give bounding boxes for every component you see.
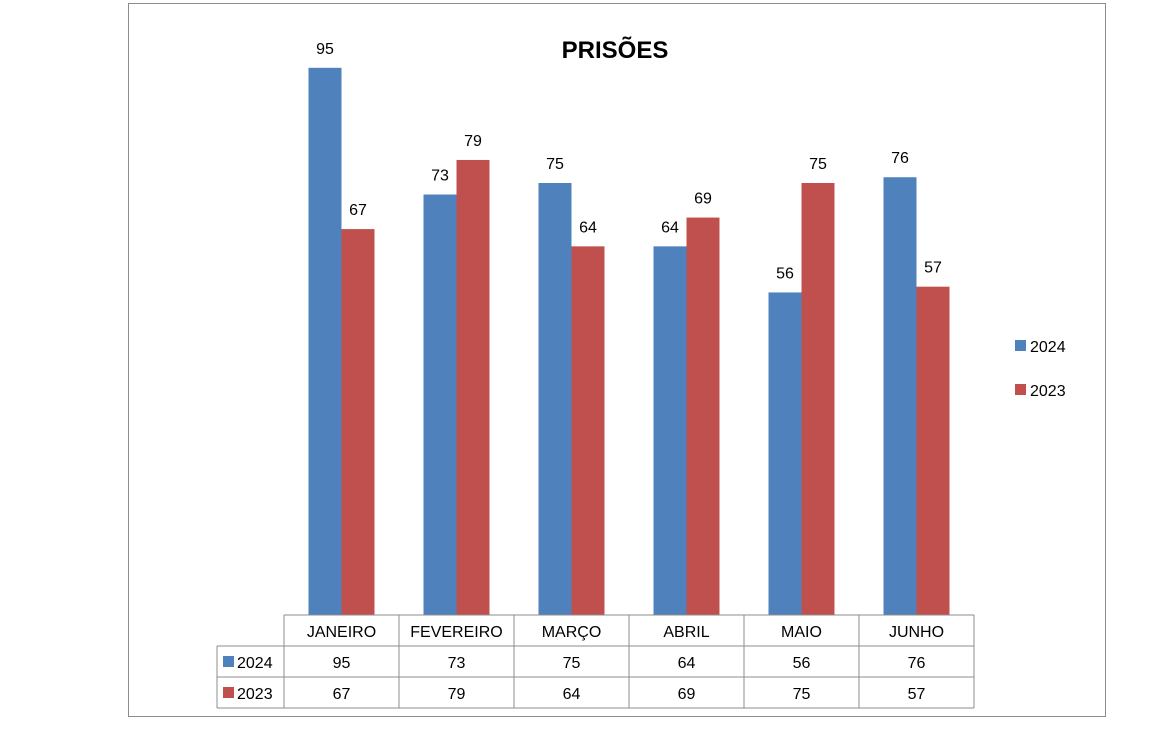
table-series-label-2024: 2024: [237, 655, 273, 672]
bar-2024-1: [423, 194, 457, 615]
bar-2024-3: [653, 246, 687, 616]
table-cell-2023-1: 79: [448, 686, 466, 703]
legend-label-2023: 2023: [1030, 383, 1066, 400]
legend-key-2023: [1015, 384, 1026, 395]
bar-2024-2: [538, 183, 572, 615]
tick-label-0: JANEIRO: [307, 624, 376, 641]
table-cell-2024-0: 95: [333, 655, 351, 672]
tick-label-4: MAIO: [781, 624, 822, 641]
data-labels-layer: 95 67 73 79 75 64 64 69 56 75 76 57: [316, 41, 942, 283]
bar-2023-0: [341, 229, 375, 615]
data-label-2024-1: 73: [431, 168, 449, 185]
legend: 2024 2023: [1015, 339, 1066, 400]
legend-label-2024: 2024: [1030, 339, 1066, 356]
data-label-2024-2: 75: [546, 156, 564, 173]
bars-layer: [308, 67, 950, 616]
data-label-2023-1: 79: [464, 133, 482, 150]
table-cell-2024-1: 73: [448, 655, 466, 672]
table-cell-2023-4: 75: [793, 686, 811, 703]
bar-2024-4: [768, 292, 802, 615]
bar-2023-2: [571, 246, 605, 616]
data-label-2024-3: 64: [661, 219, 679, 236]
bar-2023-4: [801, 183, 835, 615]
bar-2024-5: [883, 177, 917, 616]
data-label-2023-3: 69: [694, 191, 712, 208]
table-series-label-2023: 2023: [237, 686, 273, 703]
tick-label-2: MARÇO: [542, 624, 602, 641]
data-label-2023-0: 67: [349, 202, 367, 219]
bar-2024-0: [308, 67, 342, 616]
data-label-2024-5: 76: [891, 150, 909, 167]
table-cell-2023-3: 69: [678, 686, 696, 703]
data-label-2023-2: 64: [579, 219, 597, 236]
data-label-2024-4: 56: [776, 265, 794, 282]
table-legend-key-2024: [223, 656, 234, 667]
table-cell-2024-5: 76: [908, 655, 926, 672]
table-cell-2023-0: 67: [333, 686, 351, 703]
table-cell-2024-3: 64: [678, 655, 696, 672]
tick-label-3: ABRIL: [663, 624, 709, 641]
bar-2023-3: [686, 217, 720, 615]
table-cell-2023-2: 64: [563, 686, 581, 703]
legend-key-2024: [1015, 340, 1026, 351]
data-label-2024-0: 95: [316, 41, 334, 58]
table-cell-2023-5: 57: [908, 686, 926, 703]
tick-label-1: FEVEREIRO: [410, 624, 502, 641]
bar-2023-5: [916, 286, 950, 615]
tick-label-5: JUNHO: [889, 624, 944, 641]
data-table: JANEIRO FEVEREIRO MARÇO ABRIL MAIO JUNHO 2024 9…: [216, 614, 975, 709]
table-legend-key-2023: [223, 687, 234, 698]
data-label-2023-5: 57: [924, 260, 942, 277]
data-label-2023-4: 75: [809, 156, 827, 173]
table-cell-2024-2: 75: [563, 655, 581, 672]
chart-title: PRISÕES: [562, 36, 669, 64]
table-cell-2024-4: 56: [793, 655, 811, 672]
bar-2023-1: [456, 159, 490, 615]
